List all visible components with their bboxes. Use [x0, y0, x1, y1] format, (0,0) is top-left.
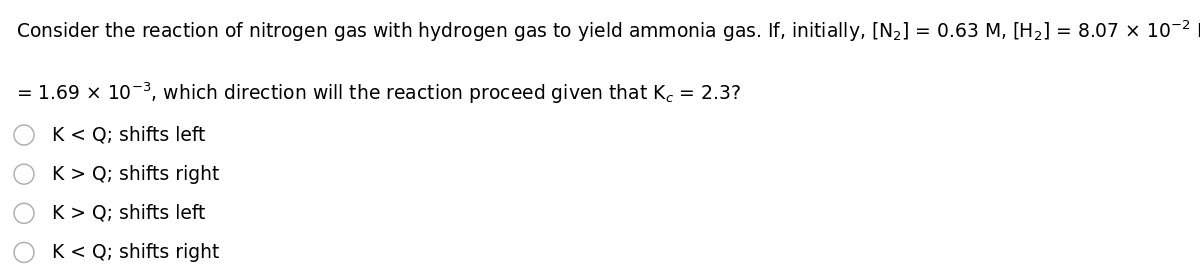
Text: Consider the reaction of nitrogen gas with hydrogen gas to yield ammonia gas. If: Consider the reaction of nitrogen gas wi… — [16, 19, 1200, 44]
Text: K < Q; shifts right: K < Q; shifts right — [52, 243, 218, 262]
Text: = 1.69 × 10$^{-3}$, which direction will the reaction proceed given that K$_c$ =: = 1.69 × 10$^{-3}$, which direction will… — [16, 81, 740, 106]
Text: K < Q; shifts left: K < Q; shifts left — [52, 126, 205, 144]
Text: K > Q; shifts right: K > Q; shifts right — [52, 165, 218, 184]
Text: K > Q; shifts left: K > Q; shifts left — [52, 204, 205, 223]
